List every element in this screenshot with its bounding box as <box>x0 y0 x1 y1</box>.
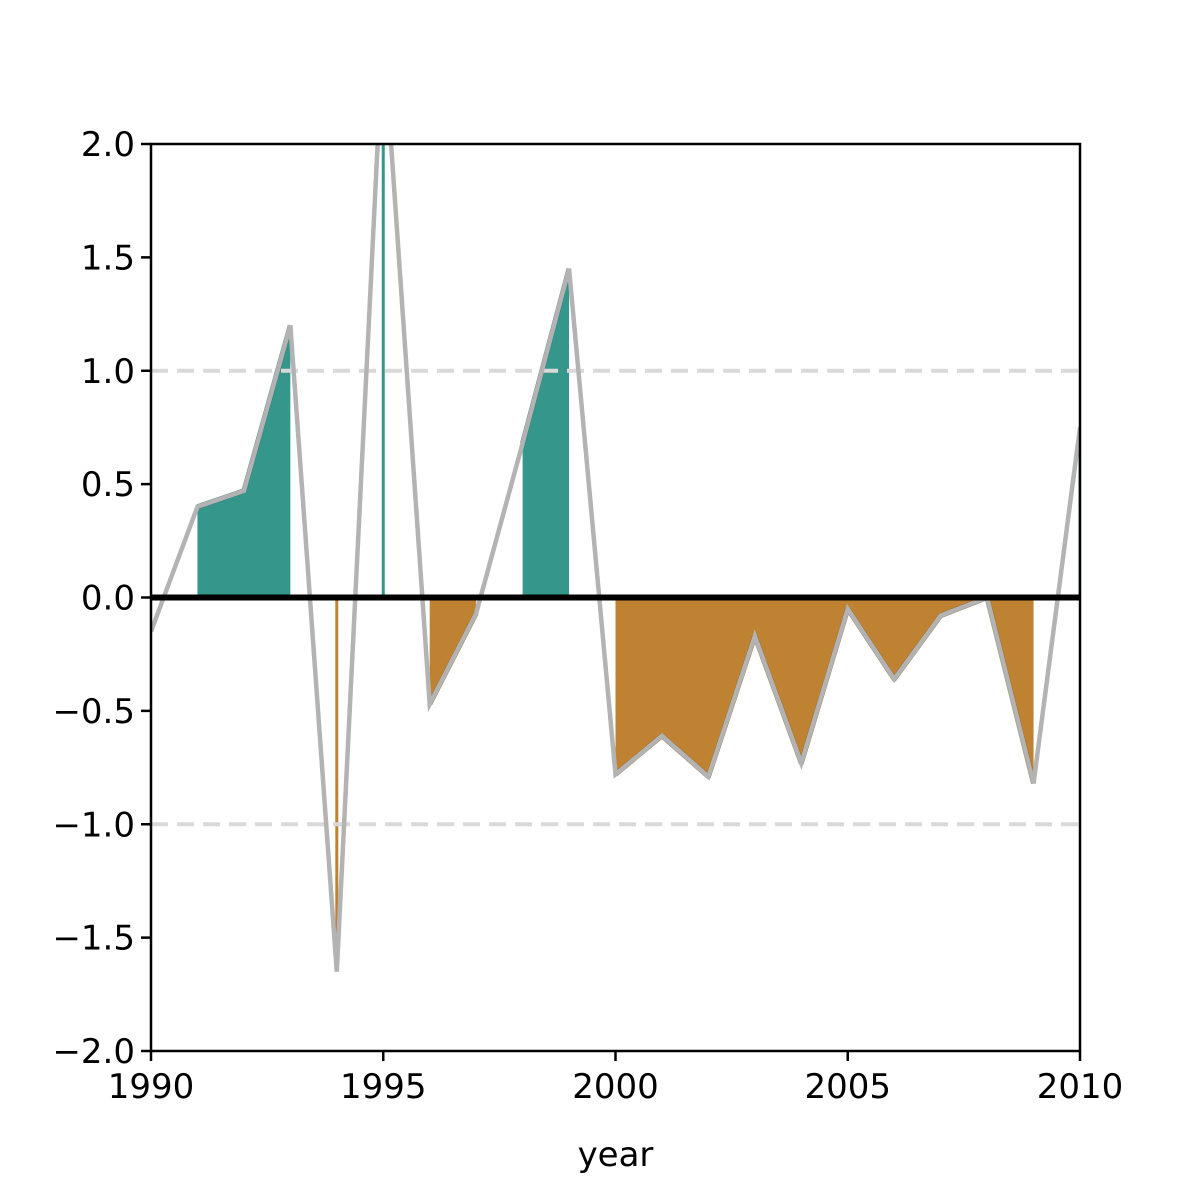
y-tick-label-1: −1.5 <box>52 919 135 959</box>
tick-group: 1990 1995 2000 2005 2010 −2.0 −1.5 −1.0 −0.5 0.0 0… <box>52 125 1123 1107</box>
fill-areas <box>196 144 1080 972</box>
y-tick-label-4: 0.0 <box>81 579 135 619</box>
x-tick-label-1995: 1995 <box>340 1067 427 1107</box>
y-tick-label-2: −1.0 <box>52 805 135 845</box>
x-tick-label-2010: 2010 <box>1037 1067 1124 1107</box>
x-tick-label-1990: 1990 <box>108 1067 195 1107</box>
y-tick-label-0: −2.0 <box>52 1032 135 1072</box>
positive-fill-1 <box>197 325 291 598</box>
x-tick-label-2000: 2000 <box>572 1067 659 1107</box>
y-tick-label-6: 1.0 <box>81 352 135 392</box>
y-tick-label-8: 2.0 <box>81 125 135 165</box>
y-tick-label-7: 1.5 <box>81 238 135 278</box>
x-tick-label-2005: 2005 <box>804 1067 891 1107</box>
positive-fill-3 <box>522 268 570 598</box>
series-line <box>151 144 1080 972</box>
y-tick-label-5: 0.5 <box>81 465 135 505</box>
series-lines <box>151 144 1080 972</box>
x-axis-label: year <box>578 1135 654 1175</box>
y-tick-label-3: −0.5 <box>52 692 135 732</box>
